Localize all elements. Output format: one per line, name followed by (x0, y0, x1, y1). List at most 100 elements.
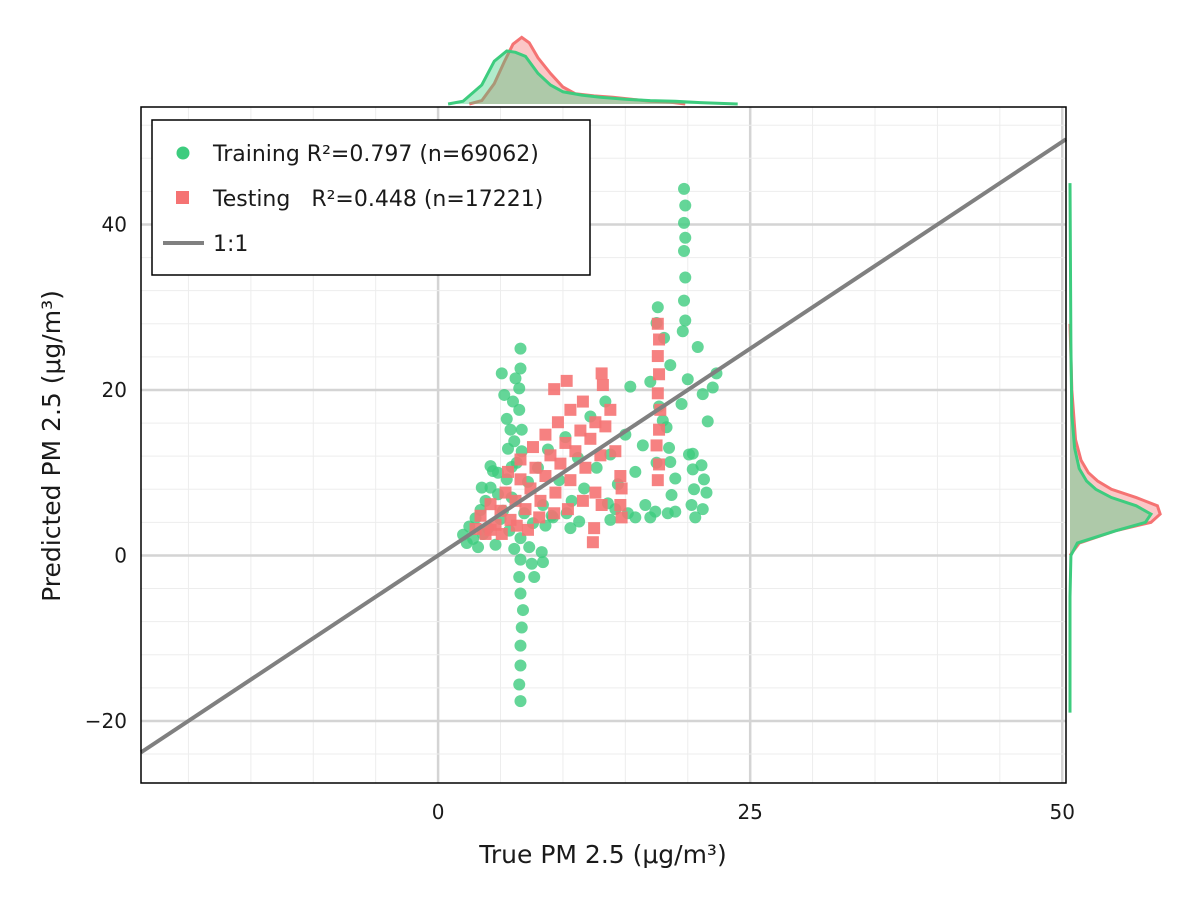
training-point (492, 466, 505, 479)
training-point (700, 486, 713, 499)
training-point (578, 482, 591, 495)
training-point (678, 294, 691, 307)
reference-line-1to1 (139, 137, 1068, 755)
testing-point (514, 453, 527, 466)
training-point (573, 515, 586, 528)
training-point (536, 556, 549, 569)
right-density-line-training (1068, 183, 1154, 713)
testing-point (576, 494, 589, 507)
testing-point (539, 428, 552, 441)
training-point (513, 678, 526, 691)
legend-testing-marker (176, 191, 189, 204)
training-point (679, 199, 692, 212)
training-point (523, 541, 536, 554)
training-point (681, 373, 694, 386)
training-point (498, 388, 511, 401)
y-axis-title: Predicted PM 2.5 (μg/m³) (37, 290, 66, 602)
training-point (508, 435, 521, 448)
testing-point (549, 486, 562, 499)
testing-point (574, 424, 587, 437)
y-tick-label: −20 (85, 709, 127, 733)
training-point (696, 388, 709, 401)
testing-point (564, 474, 577, 487)
training-point (514, 695, 527, 708)
x-tick-label: 50 (1050, 800, 1075, 824)
testing-point (651, 350, 664, 363)
training-point (679, 314, 692, 327)
testing-point (495, 527, 508, 540)
training-point (500, 412, 513, 425)
top-marginal-density (447, 35, 738, 106)
testing-point (595, 498, 608, 511)
x-tick-label: 25 (737, 800, 762, 824)
testing-point (514, 473, 527, 486)
testing-point (548, 507, 561, 520)
training-point (514, 587, 527, 600)
training-point (506, 395, 519, 408)
x-tick-label: 0 (432, 800, 445, 824)
plot-frame (140, 106, 1067, 784)
testing-point (474, 509, 487, 522)
testing-point (539, 470, 552, 483)
training-point (679, 231, 692, 244)
y-tick-labels: −20 0 20 40 (85, 212, 127, 732)
training-point (475, 481, 488, 494)
testing-point (614, 498, 627, 511)
training-point (504, 423, 517, 436)
testing-point (604, 403, 617, 416)
testing-point (510, 519, 523, 532)
top-density-line-training (447, 49, 738, 106)
testing-point (651, 387, 664, 400)
right-marginal-density (1068, 183, 1162, 713)
training-point (678, 216, 691, 229)
training-point (664, 359, 677, 372)
reference-line-group (139, 137, 1068, 755)
testing-point (599, 420, 612, 433)
testing-point (653, 458, 666, 471)
training-point (636, 439, 649, 452)
training-point (695, 459, 708, 472)
training-point (629, 465, 642, 478)
testing-point (586, 536, 599, 549)
training-point (513, 570, 526, 583)
training-point (665, 489, 678, 502)
training-point (514, 639, 527, 652)
testing-point (554, 457, 567, 470)
training-point (663, 441, 676, 454)
training-point (661, 507, 674, 520)
testing-point (653, 423, 666, 436)
training-point (664, 455, 677, 468)
testing-point (615, 482, 628, 495)
training-point (514, 362, 527, 375)
testing-point (653, 333, 666, 346)
training-point (706, 381, 719, 394)
training-point (685, 498, 698, 511)
training-point (495, 367, 508, 380)
training-point (509, 372, 522, 385)
training-point (564, 522, 577, 535)
testing-point (579, 461, 592, 474)
legend-testing-label: Testing R²=0.448 (n=17221) (212, 187, 543, 212)
x-tick-labels: 0 25 50 (432, 800, 1075, 824)
training-point (669, 472, 682, 485)
training-point (516, 604, 529, 617)
x-axis-title: True PM 2.5 (μg/m³) (478, 840, 726, 869)
training-point (697, 473, 710, 486)
testing-point (614, 470, 627, 483)
testing-point (569, 445, 582, 458)
legend: Training R²=0.797 (n=69062) Testing R²=0… (151, 119, 591, 276)
legend-ref-label: 1:1 (213, 232, 248, 257)
testing-point (534, 494, 547, 507)
training-point (535, 546, 548, 559)
training-point (514, 659, 527, 672)
testing-point (595, 367, 608, 380)
training-point (525, 557, 538, 570)
legend-training-label: Training R²=0.797 (n=69062) (212, 142, 539, 167)
y-tick-label: 20 (102, 378, 127, 402)
testing-point (584, 432, 597, 445)
y-tick-label: 0 (114, 543, 127, 567)
testing-point (521, 523, 534, 536)
training-point (701, 415, 714, 428)
